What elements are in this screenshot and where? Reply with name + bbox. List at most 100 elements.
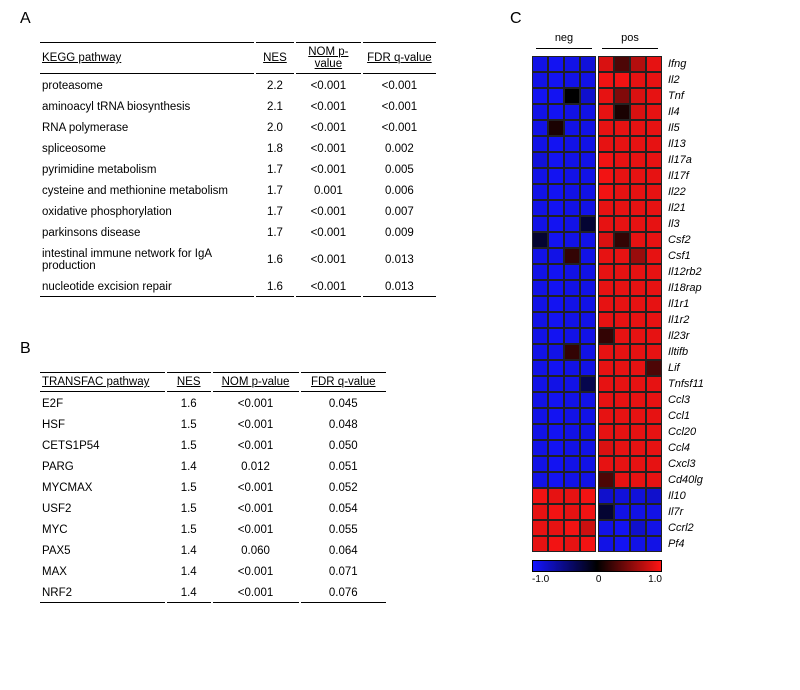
- heatmap-cell: [598, 72, 614, 88]
- heatmap-row: Tnfsf11: [532, 376, 704, 392]
- gene-label: Il13: [662, 136, 686, 152]
- gene-label: Il5: [662, 120, 680, 136]
- table-row: pyrimidine metabolism1.7<0.0010.005: [40, 160, 436, 179]
- legend-mid: 0: [596, 574, 602, 585]
- heatmap-row: Il13: [532, 136, 704, 152]
- heatmap-cell: [598, 56, 614, 72]
- heatmap-cell: [564, 440, 580, 456]
- heatmap-legend: -1.0 0 1.0: [532, 560, 692, 585]
- heatmap-cell: [580, 296, 596, 312]
- heatmap-cell: [548, 360, 564, 376]
- heatmap-cell: [646, 216, 662, 232]
- thb-nom: NOM p-value: [213, 372, 299, 392]
- table-row: CETS1P541.5<0.0010.050: [40, 436, 386, 455]
- heatmap-cell: [532, 88, 548, 104]
- heatmap-cell: [532, 152, 548, 168]
- heatmap-row: Il5: [532, 120, 704, 136]
- group-bar-pos: [602, 48, 658, 49]
- heatmap-row: Il1r2: [532, 312, 704, 328]
- heatmap-cell: [548, 184, 564, 200]
- heatmap-cell: [548, 248, 564, 264]
- heatmap-cell: [598, 328, 614, 344]
- gene-label: Ccl3: [662, 392, 690, 408]
- gene-label: Pf4: [662, 536, 685, 552]
- heatmap-cell: [646, 120, 662, 136]
- heatmap-row: Cd40lg: [532, 472, 704, 488]
- heatmap-cell: [580, 56, 596, 72]
- heatmap-cell: [548, 472, 564, 488]
- heatmap-cell: [630, 232, 646, 248]
- heatmap-cell: [580, 72, 596, 88]
- heatmap-cell: [580, 376, 596, 392]
- heatmap-row: Ifng: [532, 56, 704, 72]
- heatmap-cell: [630, 504, 646, 520]
- heatmap-cell: [630, 72, 646, 88]
- heatmap-cell: [646, 152, 662, 168]
- heatmap-cell: [630, 520, 646, 536]
- heatmap-cell: [548, 264, 564, 280]
- heatmap-cell: [630, 280, 646, 296]
- heatmap-cell: [614, 520, 630, 536]
- heatmap-cell: [564, 56, 580, 72]
- heatmap-cell: [598, 504, 614, 520]
- heatmap-cell: [614, 424, 630, 440]
- heatmap-cell: [614, 392, 630, 408]
- heatmap-cell: [630, 104, 646, 120]
- heatmap-cell: [532, 136, 548, 152]
- heatmap-cell: [532, 104, 548, 120]
- heatmap-cell: [630, 456, 646, 472]
- transfac-table: TRANSFAC pathway NES NOM p-value FDR q-v…: [38, 370, 388, 605]
- heatmap-cell: [532, 56, 548, 72]
- heatmap-cell: [580, 344, 596, 360]
- heatmap-cell: [564, 104, 580, 120]
- heatmap-cell: [532, 184, 548, 200]
- heatmap-cell: [598, 488, 614, 504]
- heatmap-cell: [630, 440, 646, 456]
- heatmap-cell: [614, 184, 630, 200]
- heatmap-cell: [532, 456, 548, 472]
- heatmap-cell: [598, 104, 614, 120]
- heatmap-cell: [646, 408, 662, 424]
- heatmap-cell: [614, 232, 630, 248]
- table-row: aminoacyl tRNA biosynthesis2.1<0.001<0.0…: [40, 97, 436, 116]
- legend-min: -1.0: [532, 574, 549, 585]
- gene-label: Il3: [662, 216, 680, 232]
- heatmap-cell: [580, 168, 596, 184]
- heatmap-cell: [532, 344, 548, 360]
- heatmap-cell: [532, 424, 548, 440]
- gene-label: Cd40lg: [662, 472, 703, 488]
- heatmap-cell: [614, 344, 630, 360]
- table-row: cysteine and methionine metabolism1.70.0…: [40, 181, 436, 200]
- heatmap-cell: [598, 536, 614, 552]
- heatmap-cell: [580, 184, 596, 200]
- heatmap-cell: [614, 88, 630, 104]
- heatmap-cell: [614, 376, 630, 392]
- th-nes: NES: [256, 42, 294, 74]
- heatmap-cell: [630, 184, 646, 200]
- heatmap-cell: [564, 72, 580, 88]
- heatmap-cell: [598, 440, 614, 456]
- heatmap-cell: [580, 232, 596, 248]
- heatmap-cell: [532, 360, 548, 376]
- heatmap-cell: [532, 520, 548, 536]
- gene-label: Tnf: [662, 88, 684, 104]
- gene-label: Tnfsf11: [662, 376, 704, 392]
- gene-label: Ccl1: [662, 408, 690, 424]
- heatmap-row: Il17f: [532, 168, 704, 184]
- gene-label: Il22: [662, 184, 686, 200]
- heatmap-cell: [598, 520, 614, 536]
- heatmap-cell: [564, 536, 580, 552]
- heatmap-cell: [564, 312, 580, 328]
- thb-nes: NES: [167, 372, 211, 392]
- heatmap-cell: [630, 264, 646, 280]
- heatmap-cell: [646, 328, 662, 344]
- table-row: MYCMAX1.5<0.0010.052: [40, 478, 386, 497]
- heatmap-cell: [580, 264, 596, 280]
- heatmap-cell: [614, 360, 630, 376]
- heatmap-cell: [548, 136, 564, 152]
- heatmap-cell: [564, 360, 580, 376]
- heatmap-cell: [580, 312, 596, 328]
- heatmap-row: Il2: [532, 72, 704, 88]
- heatmap-cell: [564, 296, 580, 312]
- heatmap-cell: [548, 168, 564, 184]
